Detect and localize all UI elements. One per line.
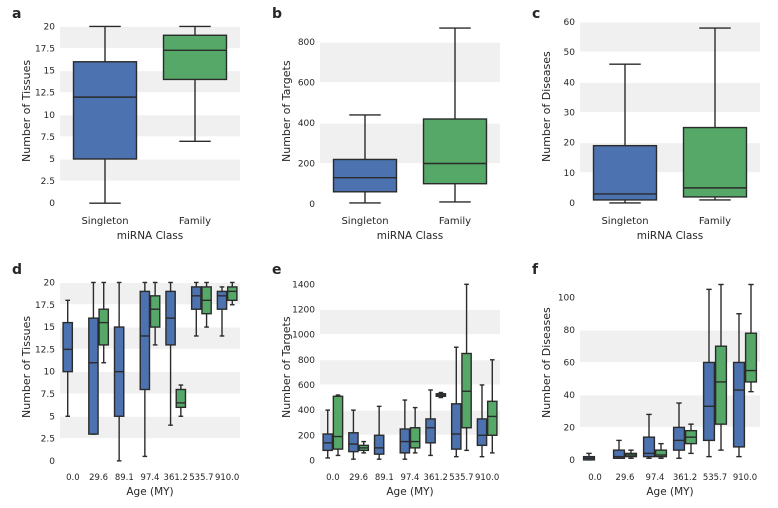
svg-text:Singleton: Singleton — [341, 216, 388, 227]
svg-text:40: 40 — [564, 78, 576, 88]
panel-d-svg: 0 2.5 5 7.5 10 12.5 15 17.5 20 0.0 29.6 89.1 97.4 361… — [10, 268, 260, 508]
panel-label-f: f — [532, 262, 538, 278]
panel-f-svg: 0 20 40 60 80 100 0.0 29.6 97.4 361.2 535.7 910.0 Ag… — [530, 268, 778, 508]
svg-text:361.2: 361.2 — [424, 473, 448, 483]
svg-text:97.4: 97.4 — [646, 473, 665, 483]
svg-text:10: 10 — [44, 111, 56, 121]
svg-text:29.6: 29.6 — [616, 473, 635, 483]
panel-a-ylabel: Number of Tissues — [20, 60, 33, 162]
svg-text:2.5: 2.5 — [41, 177, 55, 187]
panel-e-svg: 0 200 400 600 800 1000 1200 1400 0.0 29.6 89.1 97.4… — [270, 268, 520, 508]
svg-text:600: 600 — [298, 79, 315, 89]
svg-text:97.4: 97.4 — [141, 473, 160, 483]
svg-text:0: 0 — [49, 457, 55, 467]
panel-label-c: c — [532, 6, 540, 22]
svg-text:0: 0 — [309, 200, 315, 210]
panel-a-xlabel: miRNA Class — [117, 230, 183, 242]
svg-text:30: 30 — [564, 108, 576, 118]
svg-text:910.0: 910.0 — [475, 473, 499, 483]
svg-text:800: 800 — [298, 356, 315, 366]
panel-label-b: b — [272, 6, 282, 22]
svg-text:50: 50 — [564, 48, 576, 58]
svg-text:17.5: 17.5 — [35, 301, 55, 311]
svg-text:7.5: 7.5 — [41, 133, 55, 143]
panel-c-ylabel: Number of Diseases — [540, 51, 553, 162]
panel-d-ylabel: Number of Tissues — [20, 316, 33, 418]
svg-text:10: 10 — [564, 169, 576, 179]
svg-text:89.1: 89.1 — [375, 473, 394, 483]
svg-text:0: 0 — [49, 199, 55, 209]
svg-text:910.0: 910.0 — [733, 473, 757, 483]
svg-text:0.0: 0.0 — [588, 473, 602, 483]
panel-b-ylabel: Number of Targets — [280, 60, 293, 162]
svg-text:40: 40 — [564, 391, 576, 401]
svg-text:400: 400 — [298, 119, 315, 129]
svg-text:200: 200 — [298, 431, 315, 441]
svg-text:0.0: 0.0 — [66, 473, 80, 483]
svg-text:15: 15 — [44, 323, 55, 333]
panel-b-xlabel: miRNA Class — [377, 230, 443, 242]
panel-d-xlabel: Age (MY) — [126, 486, 173, 498]
svg-text:12.5: 12.5 — [35, 89, 55, 99]
svg-text:29.6: 29.6 — [349, 473, 368, 483]
svg-text:Singleton: Singleton — [81, 216, 128, 227]
svg-text:Family: Family — [179, 216, 211, 227]
svg-text:1000: 1000 — [292, 331, 315, 341]
svg-text:60: 60 — [564, 358, 576, 368]
svg-text:0.0: 0.0 — [326, 473, 340, 483]
svg-text:17.5: 17.5 — [35, 45, 55, 55]
svg-text:535.7: 535.7 — [703, 473, 727, 483]
panel-c-svg: 0 10 20 30 40 50 60 Singleton Family miRNA Class — [530, 12, 778, 252]
panel-e-xlabel: Age (MY) — [386, 486, 433, 498]
panel-a-svg: 0 2.5 5 7.5 10 12.5 15 17.5 20 Singleton Family miR… — [10, 12, 260, 252]
svg-text:200: 200 — [298, 159, 315, 169]
svg-text:910.0: 910.0 — [215, 473, 239, 483]
svg-text:60: 60 — [564, 18, 576, 28]
svg-text:89.1: 89.1 — [115, 473, 134, 483]
svg-text:1400: 1400 — [292, 280, 315, 290]
svg-text:535.7: 535.7 — [189, 473, 213, 483]
svg-text:10: 10 — [44, 368, 56, 378]
svg-text:2.5: 2.5 — [41, 435, 55, 445]
svg-text:0: 0 — [569, 456, 575, 466]
svg-text:Family: Family — [699, 216, 731, 227]
panel-b-svg: 0 200 400 600 800 Singleton Family miRNA Class — [270, 12, 520, 252]
svg-text:600: 600 — [298, 381, 315, 391]
svg-text:20: 20 — [564, 139, 576, 149]
svg-text:0: 0 — [569, 199, 575, 209]
svg-text:5: 5 — [49, 412, 55, 422]
svg-text:12.5: 12.5 — [35, 345, 55, 355]
svg-text:7.5: 7.5 — [41, 390, 55, 400]
svg-text:80: 80 — [564, 326, 576, 336]
svg-text:20: 20 — [44, 278, 56, 288]
svg-text:400: 400 — [298, 406, 315, 416]
svg-text:20: 20 — [564, 423, 576, 433]
panel-label-a: a — [12, 6, 21, 22]
svg-text:100: 100 — [558, 293, 575, 303]
svg-text:361.2: 361.2 — [164, 473, 188, 483]
panel-label-d: d — [12, 262, 22, 278]
svg-text:1200: 1200 — [292, 305, 315, 315]
svg-text:Singleton: Singleton — [601, 216, 648, 227]
svg-text:15: 15 — [44, 67, 55, 77]
svg-text:Family: Family — [439, 216, 471, 227]
panel-c-xlabel: miRNA Class — [637, 230, 703, 242]
figure-root: 0 2.5 5 7.5 10 12.5 15 17.5 20 Singleton Family miR… — [0, 0, 778, 507]
panel-e-ylabel: Number of Targets — [280, 316, 293, 418]
panel-label-e: e — [272, 262, 282, 278]
svg-text:0: 0 — [309, 456, 315, 466]
svg-text:800: 800 — [298, 38, 315, 48]
svg-text:29.6: 29.6 — [89, 473, 108, 483]
svg-text:97.4: 97.4 — [401, 473, 420, 483]
panel-f-ylabel: Number of Diseases — [540, 307, 553, 418]
svg-text:535.7: 535.7 — [449, 473, 473, 483]
svg-text:361.2: 361.2 — [673, 473, 697, 483]
svg-text:20: 20 — [44, 22, 56, 32]
svg-text:5: 5 — [49, 155, 55, 165]
panel-f-xlabel: Age (MY) — [646, 486, 693, 498]
